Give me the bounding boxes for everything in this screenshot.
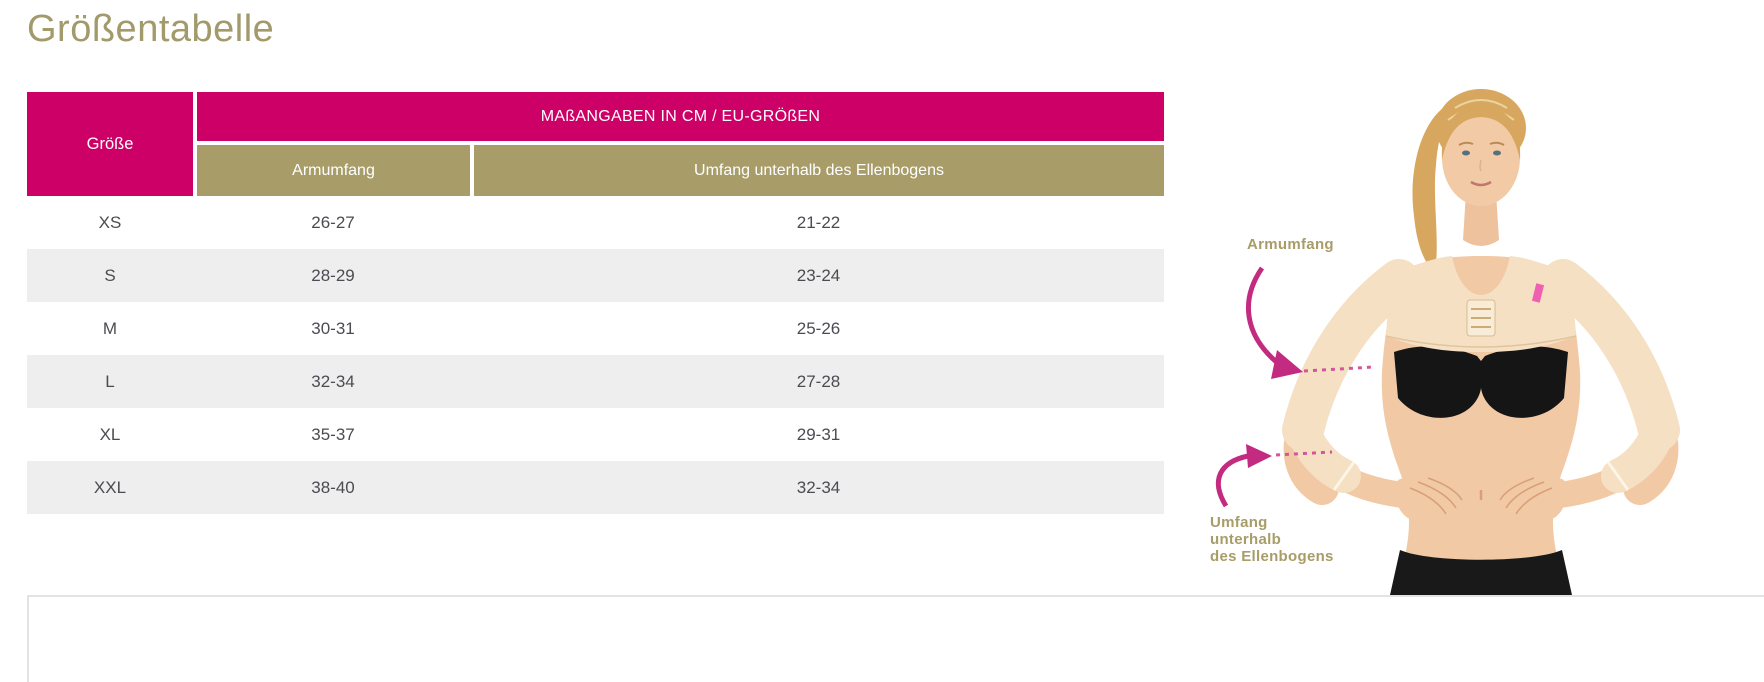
table-row: XL 35-37 29-31 <box>27 408 1164 461</box>
table-column-header-umfang: Umfang unterhalb des Ellenbogens <box>474 145 1164 196</box>
pink-size-tag <box>1531 283 1545 303</box>
umfang-label-line: Umfang <box>1210 514 1268 531</box>
size-cell: L <box>105 371 115 391</box>
armumfang-cell: 38-40 <box>311 477 355 497</box>
left-hand-fingers <box>1409 477 1463 515</box>
umfang-dotted-line <box>1275 450 1333 457</box>
table-column-header-armumfang: Armumfang <box>197 145 470 196</box>
umfang-cell: 25-26 <box>796 318 841 338</box>
armumfang-cell: 28-29 <box>311 265 355 285</box>
size-cell: S <box>104 265 116 285</box>
model-photo-illustration <box>1215 89 1680 595</box>
right-eye <box>1493 150 1501 156</box>
umfang-arrowhead <box>1246 444 1272 468</box>
right-hand-fingers <box>1499 477 1553 515</box>
size-cell: XL <box>99 424 121 444</box>
eyebrows <box>1458 141 1505 146</box>
armumfang-cell: 32-34 <box>311 371 355 391</box>
armumfang-cell: 30-31 <box>311 318 355 338</box>
umfang-cell: 29-31 <box>796 424 841 444</box>
armumfang-arrow <box>1245 266 1282 367</box>
left-sleeve-end-band <box>1332 461 1356 491</box>
bottom-content-panel <box>27 595 1764 682</box>
mouth <box>1470 180 1492 187</box>
size-cell: M <box>102 318 118 338</box>
table-row: XS 26-27 21-22 <box>27 196 1164 249</box>
umfang-cell: 23-24 <box>796 265 841 285</box>
armumfang-cell: 26-27 <box>311 212 355 232</box>
black-bottoms <box>1390 550 1572 595</box>
umfang-annotation-label: Umfang unterhalb des Ellenbogens <box>1210 514 1334 565</box>
neck <box>1463 192 1499 246</box>
page-title: Größentabelle <box>27 8 275 50</box>
armumfang-dotted-line <box>1303 365 1375 373</box>
left-sleeve-lower <box>1286 413 1361 493</box>
garment-seam <box>1385 335 1577 348</box>
armumfang-annotation-label: Armumfang <box>1247 236 1334 253</box>
armumfang-arrowhead <box>1271 350 1303 379</box>
hair-fringe <box>1441 105 1521 160</box>
umfang-label-line: des Ellenbogens <box>1210 548 1334 565</box>
table-row: S 28-29 23-24 <box>27 249 1164 302</box>
right-sleeve-end-band <box>1606 461 1630 491</box>
umfang-arrow <box>1215 453 1249 508</box>
umfang-label-line: unterhalb <box>1210 531 1282 548</box>
ponytail-hair <box>1412 102 1458 272</box>
size-table-body: XS 26-27 21-22 S 28-29 23-24 M 30-31 25-… <box>27 196 1164 514</box>
nose <box>1479 159 1482 172</box>
table-corner-header: Größe <box>27 92 193 196</box>
size-cell: XXL <box>93 477 127 497</box>
black-bra <box>1394 346 1568 418</box>
right-sleeve-lower <box>1601 413 1676 493</box>
table-group-header: MAßANGABEN IN CM / EU-GRÖßEN <box>197 92 1164 141</box>
table-row: M 30-31 25-26 <box>27 302 1164 355</box>
umfang-cell: 32-34 <box>796 477 841 497</box>
size-cell: XS <box>98 212 122 232</box>
left-sleeve <box>1282 259 1420 451</box>
umfang-cell: 21-22 <box>796 212 841 232</box>
table-row: XXL 38-40 32-34 <box>27 461 1164 514</box>
right-sleeve <box>1542 259 1680 451</box>
umfang-cell: 27-28 <box>796 371 841 391</box>
table-row: L 32-34 27-28 <box>27 355 1164 408</box>
left-eye <box>1462 150 1470 156</box>
armumfang-cell: 35-37 <box>311 424 355 444</box>
face <box>1442 110 1520 206</box>
measurement-illustration: Armumfang Umfang unterhalb des Ellenboge… <box>1060 75 1764 595</box>
